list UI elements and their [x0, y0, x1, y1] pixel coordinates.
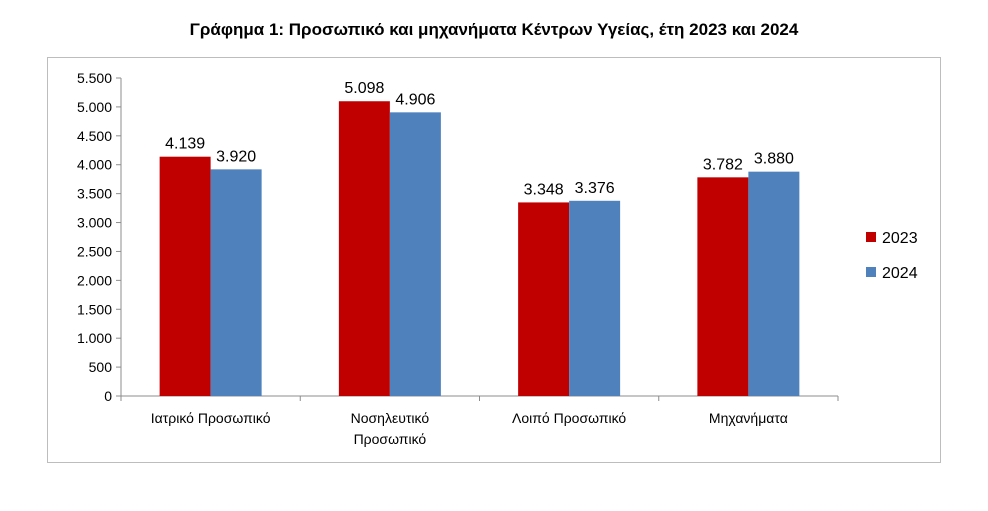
y-tick-label: 3.000: [77, 215, 112, 231]
bar-2024: [748, 171, 800, 396]
bar-2024: [389, 112, 441, 397]
y-tick-label: 5.000: [77, 99, 112, 115]
y-tick-label: 5.500: [77, 70, 112, 86]
data-label-2024: 4.906: [395, 91, 435, 108]
y-tick-label: 4.000: [77, 157, 112, 173]
data-label-2024: 3.376: [575, 180, 615, 197]
bar-2023: [697, 177, 749, 396]
data-label-2023: 3.782: [703, 156, 743, 173]
x-category-label: Μηχανήματα: [709, 410, 788, 426]
y-tick-label: 1.500: [77, 301, 112, 317]
y-tick-label: 2.000: [77, 272, 112, 288]
chart-title: Γράφημα 1: Προσωπικό και μηχανήματα Κέντ…: [189, 20, 799, 39]
x-category-label: Νοσηλευτικό: [351, 410, 430, 426]
y-tick-label: 4.500: [77, 128, 112, 144]
legend-label-2023: 2023: [882, 230, 918, 247]
legend-swatch-2024: [866, 267, 876, 277]
data-label-2023: 4.139: [165, 136, 205, 153]
y-tick-label: 3.500: [77, 186, 112, 202]
chart-frame: [47, 57, 941, 463]
legend-swatch-2023: [866, 232, 876, 242]
y-tick-label: 1.000: [77, 330, 112, 346]
x-category-label: Ιατρικό Προσωπικό: [151, 410, 271, 426]
bar-2023: [338, 101, 390, 396]
data-label-2023: 5.098: [344, 80, 384, 97]
data-label-2024: 3.920: [216, 148, 256, 165]
x-category-label: Προσωπικό: [354, 431, 427, 447]
bar-2023: [518, 202, 570, 396]
bar-2024: [569, 200, 621, 396]
legend-label-2024: 2024: [882, 265, 918, 282]
y-tick-label: 2.500: [77, 243, 112, 259]
data-label-2024: 3.880: [754, 151, 794, 168]
x-category-label: Λοιπό Προσωπικό: [512, 410, 626, 426]
bar-2024: [210, 169, 262, 396]
bar-2023: [159, 156, 211, 396]
data-label-2023: 3.348: [524, 181, 564, 198]
y-tick-label: 500: [89, 359, 113, 375]
y-tick-label: 0: [104, 388, 112, 404]
